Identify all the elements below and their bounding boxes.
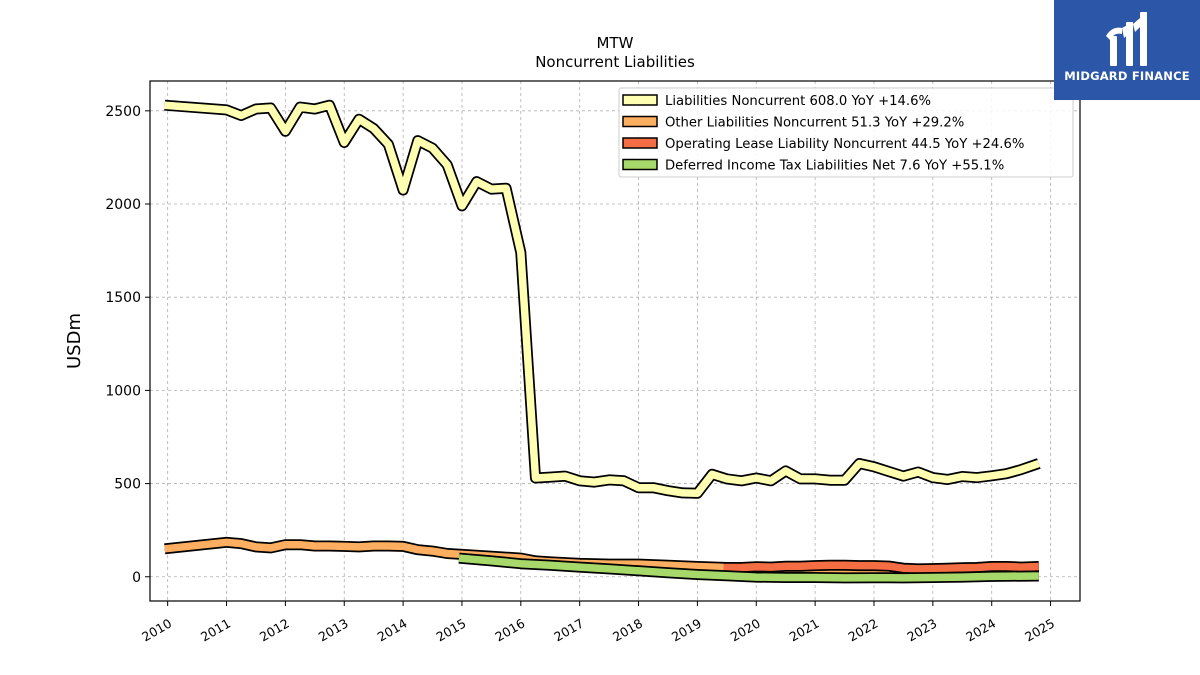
brand-logo: MIDGARD FINANCE	[1054, 0, 1200, 100]
chart-title: MTW	[597, 34, 634, 52]
legend-swatch	[622, 137, 658, 149]
y-tick-label: 500	[114, 477, 141, 493]
series-line-2	[723, 561, 1039, 573]
y-tick-label: 2000	[105, 197, 141, 213]
series-line-0	[164, 101, 1041, 498]
brand-mark-icon	[1106, 12, 1147, 66]
chart-subtitle: Noncurrent Liabilities	[535, 53, 695, 71]
brand-name: MIDGARD FINANCE	[1064, 69, 1190, 83]
y-tick-label: 2500	[105, 104, 141, 120]
series-line-3	[458, 554, 1039, 582]
y-tick-label: 0	[132, 570, 141, 586]
legend-box	[618, 87, 1074, 178]
legend-label: Liabilities Noncurrent 608.0 YoY +14.6%	[665, 94, 931, 109]
legend-swatch	[622, 94, 658, 106]
legend-label: Operating Lease Liability Noncurrent 44.…	[665, 137, 1024, 152]
legend-label: Deferred Income Tax Liabilities Net 7.6 …	[665, 159, 1004, 174]
legend-swatch	[622, 115, 658, 128]
y-axis-label: USDm	[64, 313, 85, 369]
legend-label: Other Liabilities Noncurrent 51.3 YoY +2…	[665, 116, 964, 131]
y-tick-label: 1000	[105, 383, 141, 399]
legend: Liabilities Noncurrent 608.0 YoY +14.6% O…	[618, 87, 1074, 178]
y-tick-label: 1500	[105, 290, 141, 306]
legend-swatch	[622, 158, 658, 171]
series-layer	[164, 99, 1041, 584]
plot-frame	[149, 80, 1081, 602]
